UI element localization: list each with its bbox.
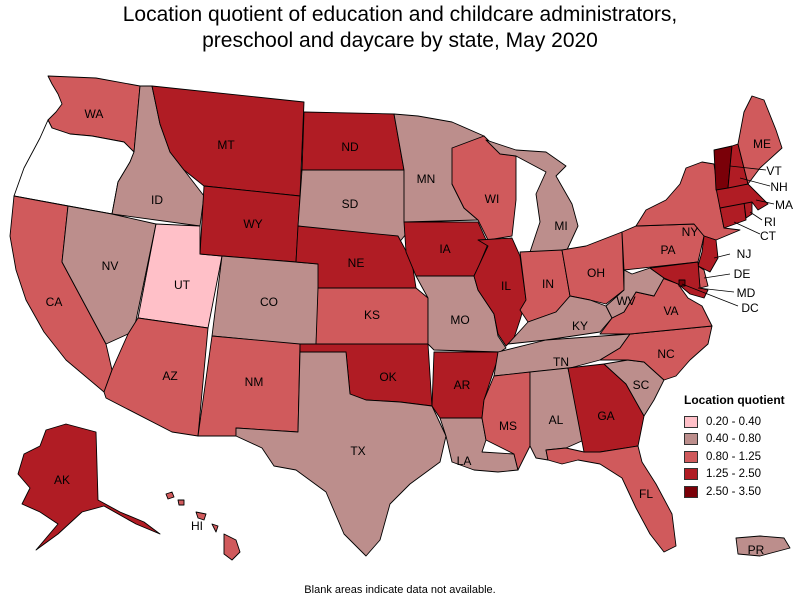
legend-item: 0.40 - 0.80: [684, 431, 785, 449]
legend-label: 0.40 - 0.80: [706, 433, 761, 446]
label-va: VA: [663, 304, 678, 318]
label-mi: MI: [554, 219, 567, 233]
label-vt: VT: [766, 164, 782, 178]
label-me: ME: [753, 137, 771, 151]
label-nh: NH: [770, 180, 787, 194]
legend: Location quotient 0.20 - 0.40 0.40 - 0.8…: [684, 393, 785, 501]
label-sc: SC: [633, 378, 650, 392]
legend-item: 2.50 - 3.50: [684, 483, 785, 501]
footnote: Blank areas indicate data not available.: [304, 584, 496, 596]
legend-swatch: [684, 485, 698, 498]
state-tx[interactable]: [235, 351, 447, 557]
label-ga: GA: [597, 409, 614, 423]
label-mo: MO: [450, 313, 469, 327]
label-tx: TX: [350, 444, 365, 458]
label-la: LA: [457, 454, 472, 468]
legend-title: Location quotient: [684, 393, 785, 407]
label-tn: TN: [553, 355, 569, 369]
state-ma[interactable]: [715, 183, 769, 211]
state-pr[interactable]: [735, 535, 791, 557]
map-title: Location quotient of education and child…: [0, 2, 800, 54]
state-ak[interactable]: [17, 423, 161, 551]
label-md: MD: [737, 286, 756, 300]
state-az[interactable]: [103, 317, 209, 437]
title-line-2: preschool and daycare by state, May 2020: [202, 29, 598, 52]
label-nv: NV: [102, 259, 119, 273]
state-nj[interactable]: [697, 235, 719, 273]
state-fl[interactable]: [545, 445, 677, 553]
label-sd: SD: [342, 197, 359, 211]
label-ky: KY: [572, 319, 588, 333]
state-il[interactable]: [473, 237, 527, 347]
legend-swatch: [684, 450, 698, 463]
state-ky[interactable]: [507, 295, 613, 345]
legend-label: 1.25 - 2.50: [706, 468, 761, 481]
title-line-1: Location quotient of education and child…: [122, 3, 678, 26]
label-fl: FL: [639, 487, 653, 501]
label-wi: WI: [485, 192, 500, 206]
state-mt[interactable]: [151, 85, 305, 197]
label-pa: PA: [660, 243, 675, 257]
state-nc[interactable]: [599, 325, 713, 381]
label-ks: KS: [364, 308, 380, 322]
label-wa: WA: [85, 107, 104, 121]
legend-label: 0.80 - 1.25: [706, 450, 761, 463]
label-ri: RI: [764, 215, 776, 229]
state-sd[interactable]: [297, 169, 407, 245]
label-ne: NE: [348, 256, 365, 270]
label-ia: IA: [439, 242, 450, 256]
label-ut: UT: [174, 278, 191, 292]
label-ok: OK: [379, 370, 396, 384]
state-labels: WA CA ID NV UT AZ MT WY CO NM ND SD NE K…: [46, 107, 793, 557]
label-nj: NJ: [737, 247, 752, 261]
state-me[interactable]: [737, 95, 783, 185]
state-hi[interactable]: [165, 491, 241, 561]
label-az: AZ: [162, 369, 177, 383]
label-mt: MT: [217, 138, 235, 152]
label-de: DE: [734, 267, 751, 281]
label-co: CO: [260, 295, 278, 309]
legend-item: 0.80 - 1.25: [684, 448, 785, 466]
legend-label: 2.50 - 3.50: [706, 485, 761, 498]
label-ak: AK: [54, 473, 70, 487]
label-leaders: [681, 165, 775, 307]
label-ct: CT: [760, 229, 777, 243]
label-mn: MN: [417, 172, 436, 186]
label-nd: ND: [341, 140, 359, 154]
label-nc: NC: [657, 347, 675, 361]
label-pr: PR: [748, 543, 765, 557]
label-ms: MS: [499, 419, 517, 433]
label-il: IL: [501, 279, 511, 293]
legend-swatch: [684, 468, 698, 481]
label-ar: AR: [454, 378, 471, 392]
legend-swatch: [684, 433, 698, 446]
label-oh: OH: [587, 266, 605, 280]
label-nm: NM: [245, 375, 264, 389]
legend-item: 0.20 - 0.40: [684, 413, 785, 431]
label-ny: NY: [682, 225, 699, 239]
label-in: IN: [542, 277, 554, 291]
label-wv: WV: [616, 294, 635, 308]
label-ca: CA: [46, 295, 63, 309]
legend-label: 0.20 - 0.40: [706, 415, 761, 428]
legend-swatch: [684, 415, 698, 428]
label-wy: WY: [243, 217, 262, 231]
label-ma: MA: [775, 198, 793, 212]
label-dc: DC: [741, 301, 759, 315]
legend-item: 1.25 - 2.50: [684, 466, 785, 484]
label-id: ID: [151, 193, 163, 207]
label-al: AL: [549, 413, 564, 427]
label-hi: HI: [191, 519, 203, 533]
